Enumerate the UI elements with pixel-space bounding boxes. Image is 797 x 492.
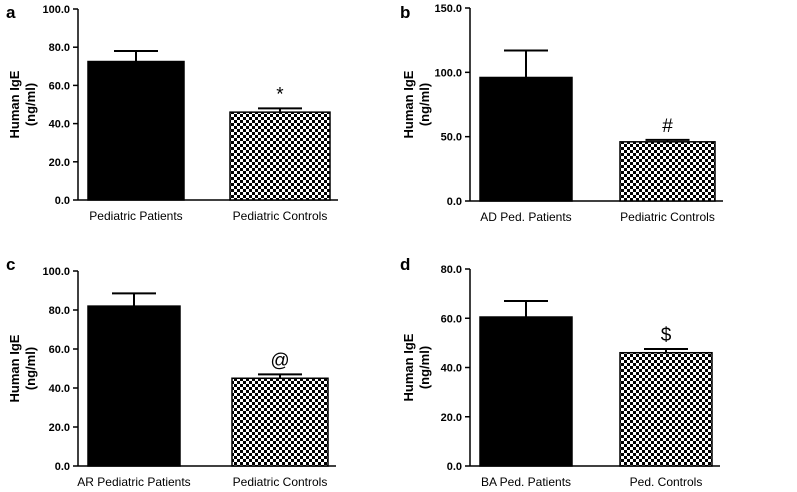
- panel-letter: d: [400, 255, 410, 274]
- chart-panel-d: d Human IgE (ng/ml) 0.0 20.0 40.0 60.0 80.0 BA P…: [400, 255, 720, 489]
- y-tick-label: 150.0: [434, 3, 462, 15]
- bar-patients: [87, 305, 181, 467]
- x-category-label: Pediatric Controls: [233, 475, 328, 489]
- panel-letter: b: [400, 3, 410, 22]
- significance-marker: @: [270, 350, 289, 371]
- significance-marker: *: [276, 84, 284, 105]
- y-tick-label: 40.0: [49, 119, 70, 131]
- bar-controls: [229, 111, 331, 201]
- bar-controls: [231, 377, 329, 467]
- x-category-label: AD Ped. Patients: [480, 210, 571, 224]
- y-tick-label: 40.0: [49, 383, 70, 395]
- y-tick-label: 80.0: [49, 305, 70, 317]
- y-tick-label: 50.0: [441, 132, 462, 144]
- y-tick-label: 20.0: [49, 157, 70, 169]
- y-axis-title: Human IgE: [401, 70, 416, 138]
- y-axis-unit: (ng/ml): [23, 83, 38, 126]
- chart-panel-b: b Human IgE (ng/ml) 0.0 50.0 100.0 150.0 AD Ped…: [400, 3, 723, 224]
- y-tick-label: 0.0: [447, 461, 462, 473]
- y-tick-label: 60.0: [441, 313, 462, 325]
- y-axis-unit: (ng/ml): [417, 83, 432, 126]
- y-tick-label: 80.0: [49, 42, 70, 54]
- x-category-label: AR Pediatric Patients: [77, 475, 190, 489]
- bar-patients: [479, 76, 573, 202]
- y-tick-label: 80.0: [441, 264, 462, 276]
- y-axis-unit: (ng/ml): [23, 347, 38, 390]
- x-category-label: Pediatric Controls: [233, 209, 328, 223]
- y-tick-label: 0.0: [55, 195, 70, 207]
- y-axis-title: Human IgE: [401, 333, 416, 401]
- bar-controls: [619, 141, 716, 202]
- y-axis-title: Human IgE: [7, 70, 22, 138]
- significance-marker: $: [661, 325, 672, 346]
- y-tick-label: 60.0: [49, 80, 70, 92]
- panel-letter: a: [6, 3, 16, 22]
- y-tick-label: 0.0: [447, 196, 462, 208]
- x-category-label: Pediatric Controls: [620, 210, 715, 224]
- significance-marker: #: [662, 116, 673, 137]
- bar-patients: [479, 316, 573, 467]
- x-category-label: Ped. Controls: [630, 475, 703, 489]
- y-tick-label: 40.0: [441, 363, 462, 375]
- chart-panel-c: c Human IgE (ng/ml) 0.0 20.0 40.0 60.0 80.0 100.…: [6, 255, 336, 489]
- y-tick-label: 60.0: [49, 344, 70, 356]
- y-tick-label: 20.0: [441, 412, 462, 424]
- y-tick-label: 100.0: [42, 266, 70, 278]
- y-tick-label: 0.0: [55, 461, 70, 473]
- y-axis-unit: (ng/ml): [417, 346, 432, 389]
- y-axis-title: Human IgE: [7, 334, 22, 402]
- x-category-label: BA Ped. Patients: [481, 475, 571, 489]
- bar-patients: [87, 60, 185, 201]
- x-category-label: Pediatric Patients: [89, 209, 182, 223]
- bar-controls: [619, 351, 713, 467]
- panel-letter: c: [6, 255, 15, 274]
- y-tick-label: 100.0: [434, 67, 462, 79]
- y-tick-label: 20.0: [49, 422, 70, 434]
- y-tick-label: 100.0: [42, 4, 70, 16]
- chart-panel-a: a Human IgE (ng/ml) 0.0 20.0 40.0 60.0 80.0 100.…: [6, 3, 338, 223]
